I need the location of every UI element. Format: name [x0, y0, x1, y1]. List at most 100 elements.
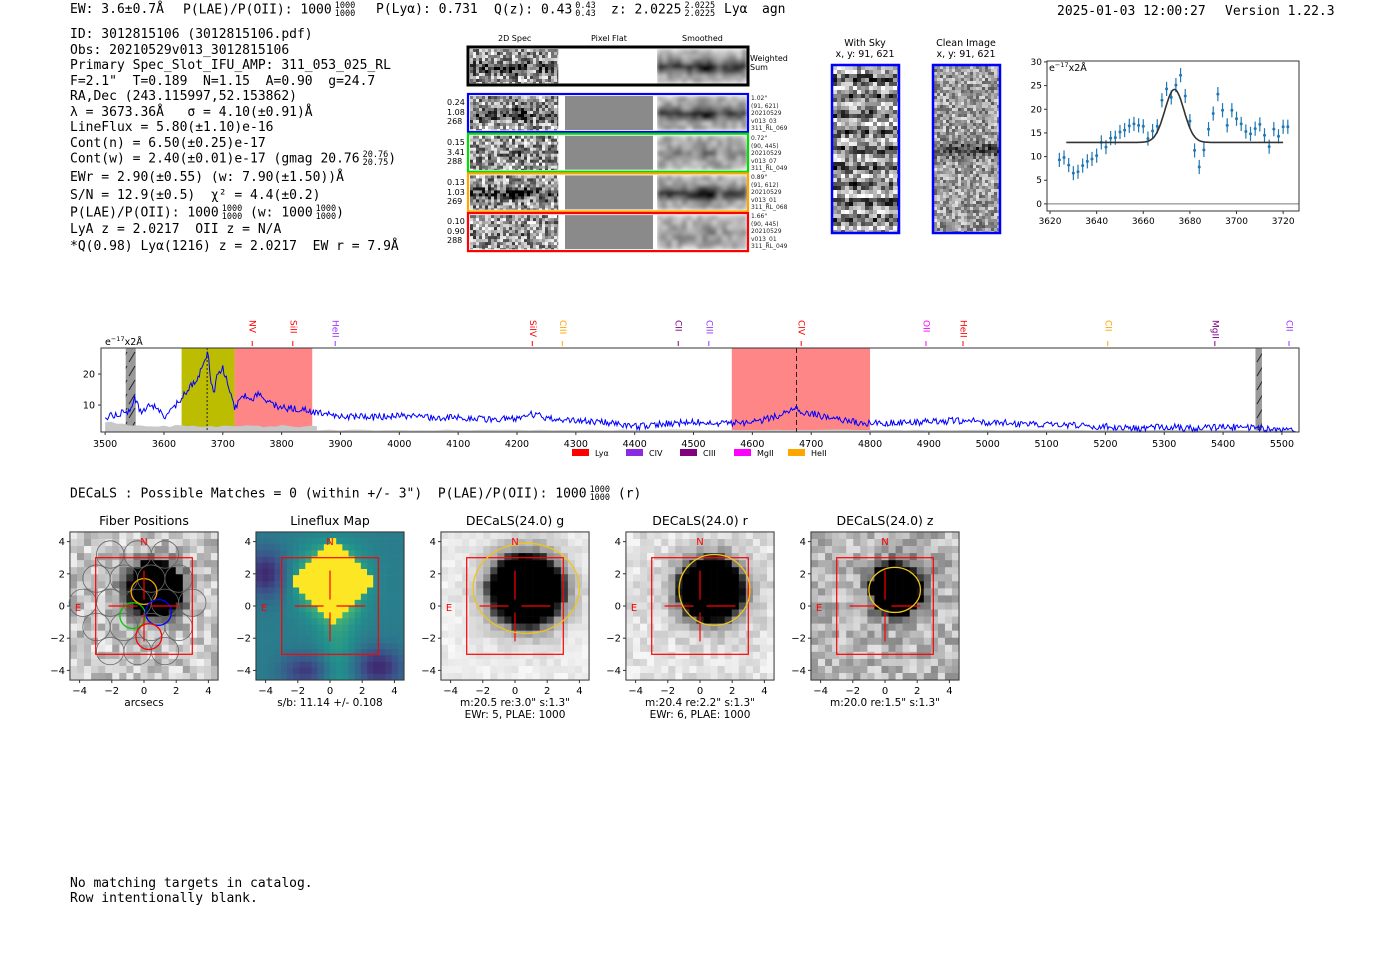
- data-point: [1235, 117, 1239, 121]
- pixel: [897, 90, 899, 95]
- pixel: [488, 129, 492, 131]
- pixel: [473, 117, 477, 121]
- pixel: [545, 96, 549, 100]
- pixel: [949, 222, 953, 226]
- pixel: [479, 96, 483, 100]
- pixel: [524, 193, 528, 197]
- pixel: [476, 205, 480, 209]
- pixel: [677, 116, 683, 122]
- pixel: [657, 106, 663, 112]
- pixel: [982, 108, 986, 112]
- pixel: [667, 49, 673, 55]
- pixel: [539, 162, 543, 166]
- pixel: [976, 69, 980, 73]
- pixel: [154, 560, 162, 568]
- pixel: [985, 219, 989, 223]
- pixel: [697, 49, 703, 55]
- pixel: [476, 144, 480, 148]
- pixel: [958, 129, 962, 133]
- plot-frame: [1046, 60, 1300, 212]
- pixel: [672, 155, 678, 161]
- pixel: [853, 74, 858, 79]
- pixel: [727, 116, 733, 122]
- pixel: [873, 94, 878, 99]
- pixel: [667, 79, 673, 84]
- pixel: [542, 138, 546, 142]
- pixel: [524, 105, 528, 109]
- x-tick-label: 3620: [1039, 217, 1062, 227]
- pixel: [967, 114, 971, 118]
- pixel: [991, 195, 995, 199]
- pixel: [119, 630, 127, 639]
- pixel: [500, 150, 504, 154]
- pixel: [515, 230, 519, 234]
- pixel: [524, 175, 528, 179]
- pixel: [557, 61, 559, 65]
- pixel: [946, 102, 950, 106]
- pixel: [973, 90, 977, 94]
- pixel: [662, 64, 668, 70]
- pixel: [512, 117, 516, 121]
- pixel: [485, 150, 489, 154]
- pixel: [934, 150, 938, 154]
- pixel: [509, 193, 513, 197]
- pixel: [845, 106, 850, 111]
- pixel: [476, 245, 480, 249]
- pixel: [488, 141, 492, 145]
- data-point: [1174, 83, 1178, 87]
- pixel: [985, 216, 989, 220]
- pixel: [897, 170, 899, 175]
- pixel: [742, 160, 748, 166]
- pixel: [943, 120, 947, 124]
- pixel: [518, 193, 522, 197]
- pixel: [712, 126, 718, 131]
- pixel: [712, 160, 718, 166]
- pixel: [509, 111, 513, 115]
- pixel: [841, 162, 846, 167]
- pixel: [485, 49, 489, 53]
- pixel: [881, 158, 886, 163]
- pixel: [470, 165, 474, 169]
- pixel: [982, 117, 986, 121]
- pixel: [497, 150, 501, 154]
- pixel: [76, 538, 85, 547]
- pixel: [500, 76, 504, 80]
- pixel: [470, 99, 474, 103]
- pixel: [979, 189, 983, 193]
- pixel: [946, 114, 950, 118]
- pixel: [84, 616, 92, 624]
- pixel: [717, 69, 723, 75]
- pixel: [934, 105, 938, 109]
- pixel: [742, 205, 748, 210]
- pixel: [473, 159, 477, 163]
- pixel: [692, 180, 698, 186]
- pixel: [970, 186, 974, 190]
- pixel: [69, 574, 78, 582]
- pixel: [955, 210, 959, 214]
- pixel: [494, 99, 498, 103]
- pixel: [488, 184, 492, 188]
- pixel: [657, 195, 663, 201]
- pixel: [662, 135, 668, 141]
- pixel: [545, 175, 549, 179]
- pixel: [853, 182, 858, 187]
- pixel: [961, 78, 965, 82]
- pixel: [994, 96, 998, 100]
- pixel: [702, 135, 708, 141]
- pixel: [521, 135, 525, 139]
- pixel: [979, 114, 983, 118]
- pixel: [967, 78, 971, 82]
- pixel: [515, 79, 519, 83]
- pixel: [211, 574, 219, 582]
- pixel: [697, 245, 703, 250]
- pixel: [147, 581, 155, 589]
- pixel: [946, 183, 950, 187]
- pixel: [982, 81, 986, 85]
- pixel: [934, 117, 938, 121]
- pixel: [551, 187, 555, 191]
- pixel: [479, 175, 483, 179]
- pixel: [961, 126, 965, 130]
- pixel: [994, 132, 998, 136]
- pixel: [175, 553, 184, 561]
- pixel: [527, 165, 531, 169]
